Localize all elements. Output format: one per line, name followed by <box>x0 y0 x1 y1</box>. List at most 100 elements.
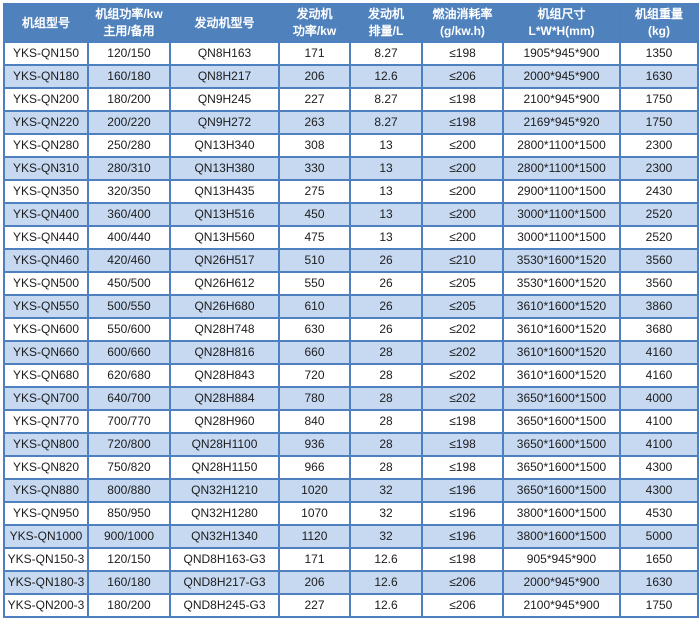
table-row: YKS-QN400 360/400 QN13H516 450 13 ≤200 3000*11… <box>3 202 699 227</box>
cell-fuel-rate: ≤198 <box>421 432 504 457</box>
cell-engine-power: 936 <box>278 432 351 457</box>
cell-fuel-rate: ≤200 <box>421 225 504 250</box>
cell-model: YKS-QN460 <box>3 248 89 273</box>
cell-weight: 1750 <box>619 87 699 112</box>
cell-weight: 3860 <box>619 294 699 319</box>
cell-model: YKS-QN880 <box>3 478 89 503</box>
cell-power: 850/950 <box>87 501 171 526</box>
column-header-dimensions: 机组尺寸 L*W*H(mm) <box>502 3 621 43</box>
cell-power: 700/770 <box>87 409 171 434</box>
cell-weight: 1630 <box>619 570 699 595</box>
cell-engine-model: QN8H217 <box>169 64 280 89</box>
cell-displacement: 12.6 <box>349 593 423 618</box>
cell-power: 640/700 <box>87 386 171 411</box>
cell-dimensions: 3650*1600*1500 <box>502 455 621 480</box>
cell-weight: 4300 <box>619 478 699 503</box>
cell-dimensions: 3610*1600*1520 <box>502 363 621 388</box>
cell-model: YKS-QN660 <box>3 340 89 365</box>
cell-model: YKS-QN200-3 <box>3 593 89 618</box>
cell-model: YKS-QN700 <box>3 386 89 411</box>
column-header-line1: 燃油消耗率 <box>432 7 493 21</box>
cell-dimensions: 3650*1600*1500 <box>502 386 621 411</box>
column-header-engine-model: 发动机型号 <box>169 3 280 43</box>
cell-power: 500/550 <box>87 294 171 319</box>
column-header-line1: 发动机 <box>367 7 404 21</box>
column-header-line2: 排量/L <box>368 24 404 38</box>
cell-dimensions: 2800*1100*1500 <box>502 133 621 158</box>
cell-fuel-rate: ≤198 <box>421 547 504 572</box>
cell-fuel-rate: ≤205 <box>421 271 504 296</box>
cell-power: 120/150 <box>87 41 171 66</box>
table-row: YKS-QN1000 900/1000 QN32H1340 1120 32 ≤196 380… <box>3 524 699 549</box>
cell-fuel-rate: ≤200 <box>421 133 504 158</box>
cell-dimensions: 3610*1600*1520 <box>502 317 621 342</box>
cell-engine-power: 330 <box>278 156 351 181</box>
cell-displacement: 28 <box>349 455 423 480</box>
cell-engine-power: 660 <box>278 340 351 365</box>
cell-fuel-rate: ≤206 <box>421 64 504 89</box>
column-header-line1: 发动机 <box>296 7 333 21</box>
cell-displacement: 32 <box>349 524 423 549</box>
cell-power: 180/200 <box>87 593 171 618</box>
cell-dimensions: 2100*945*900 <box>502 593 621 618</box>
cell-model: YKS-QN500 <box>3 271 89 296</box>
column-header-line1: 机组重量 <box>634 7 683 21</box>
table-row: YKS-QN550 500/550 QN26H680 610 26 ≤205 3610*16… <box>3 294 699 319</box>
table-row: YKS-QN800 720/800 QN28H1100 936 28 ≤198 3650*1… <box>3 432 699 457</box>
cell-dimensions: 3650*1600*1500 <box>502 409 621 434</box>
cell-power: 120/150 <box>87 547 171 572</box>
cell-displacement: 28 <box>349 432 423 457</box>
cell-displacement: 32 <box>349 501 423 526</box>
cell-displacement: 13 <box>349 202 423 227</box>
cell-engine-model: QN28H884 <box>169 386 280 411</box>
table-row: YKS-QN680 620/680 QN28H843 720 28 ≤202 3610*16… <box>3 363 699 388</box>
cell-fuel-rate: ≤200 <box>421 202 504 227</box>
cell-engine-power: 171 <box>278 41 351 66</box>
cell-power: 400/440 <box>87 225 171 250</box>
cell-dimensions: 3800*1600*1500 <box>502 524 621 549</box>
cell-engine-model: QN8H163 <box>169 41 280 66</box>
cell-weight: 2300 <box>619 133 699 158</box>
cell-power: 750/820 <box>87 455 171 480</box>
spec-table: 机组型号 机组功率/kw 主用/备用 发动机型号 发动机 功率/kw 发动机 排量/L 燃油消耗… <box>3 3 699 618</box>
cell-weight: 1350 <box>619 41 699 66</box>
table-row: YKS-QN460 420/460 QN26H517 510 26 ≤210 3530*16… <box>3 248 699 273</box>
cell-weight: 4100 <box>619 409 699 434</box>
column-header-line2: L*W*H(mm) <box>528 24 595 38</box>
cell-engine-power: 227 <box>278 87 351 112</box>
cell-fuel-rate: ≤202 <box>421 317 504 342</box>
cell-engine-power: 450 <box>278 202 351 227</box>
cell-dimensions: 3530*1600*1520 <box>502 248 621 273</box>
cell-weight: 1750 <box>619 110 699 135</box>
cell-dimensions: 2169*945*920 <box>502 110 621 135</box>
cell-weight: 2520 <box>619 225 699 250</box>
cell-displacement: 12.6 <box>349 64 423 89</box>
cell-dimensions: 3610*1600*1520 <box>502 294 621 319</box>
table-row: YKS-QN770 700/770 QN28H960 840 28 ≤198 3650*16… <box>3 409 699 434</box>
cell-fuel-rate: ≤206 <box>421 570 504 595</box>
cell-dimensions: 3650*1600*1500 <box>502 478 621 503</box>
cell-power: 620/680 <box>87 363 171 388</box>
cell-engine-model: QN13H380 <box>169 156 280 181</box>
cell-weight: 1650 <box>619 547 699 572</box>
table-row: YKS-QN600 550/600 QN28H748 630 26 ≤202 3610*16… <box>3 317 699 342</box>
cell-power: 200/220 <box>87 110 171 135</box>
cell-power: 720/800 <box>87 432 171 457</box>
cell-dimensions: 2000*945*900 <box>502 570 621 595</box>
cell-fuel-rate: ≤198 <box>421 87 504 112</box>
cell-power: 420/460 <box>87 248 171 273</box>
cell-weight: 3560 <box>619 271 699 296</box>
cell-engine-power: 308 <box>278 133 351 158</box>
cell-displacement: 8.27 <box>349 110 423 135</box>
cell-model: YKS-QN220 <box>3 110 89 135</box>
column-header-line1: 发动机型号 <box>194 15 255 30</box>
cell-fuel-rate: ≤202 <box>421 363 504 388</box>
cell-engine-model: QN13H340 <box>169 133 280 158</box>
column-header-fuel-rate: 燃油消耗率 (g/kw.h) <box>421 3 504 43</box>
cell-weight: 4100 <box>619 432 699 457</box>
cell-power: 280/310 <box>87 156 171 181</box>
cell-dimensions: 1905*945*900 <box>502 41 621 66</box>
cell-engine-model: QN9H245 <box>169 87 280 112</box>
cell-engine-model: QN13H516 <box>169 202 280 227</box>
cell-weight: 1750 <box>619 593 699 618</box>
